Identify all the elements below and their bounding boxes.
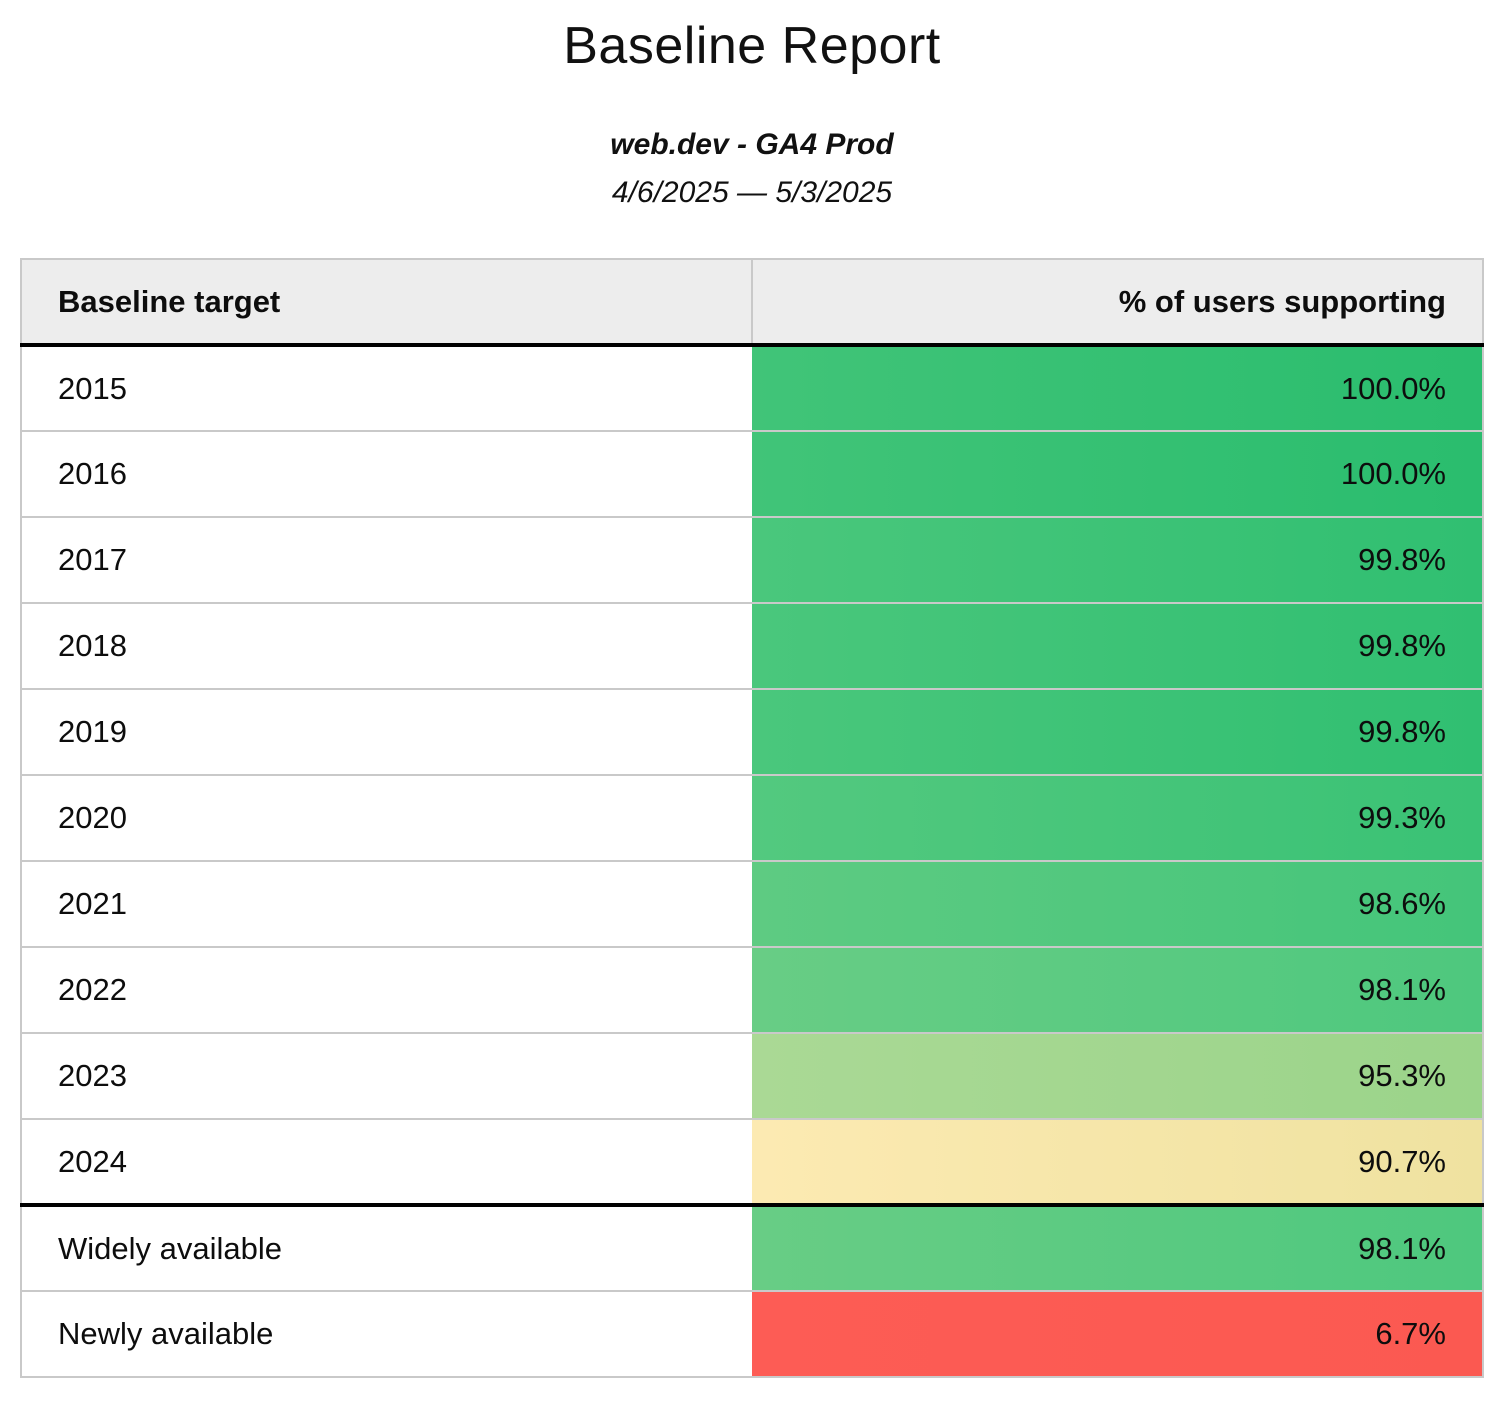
table-row: 2017 99.8% — [20, 517, 1484, 604]
baseline-target-cell: Newly available — [20, 1291, 752, 1378]
table-row: Widely available 98.1% — [20, 1205, 1484, 1292]
table-row: 2022 98.1% — [20, 947, 1484, 1034]
percent-supporting-cell: 6.7% — [752, 1291, 1484, 1378]
percent-supporting-cell: 90.7% — [752, 1119, 1484, 1207]
table-row: 2018 99.8% — [20, 603, 1484, 690]
percent-supporting-cell: 100.0% — [752, 431, 1484, 518]
table-row: 2023 95.3% — [20, 1033, 1484, 1120]
baseline-table-body: 2015 100.0% 2016 100.0% 2017 99.8% 2018 99.8% 20… — [20, 345, 1484, 1378]
percent-supporting-cell: 98.1% — [752, 1205, 1484, 1292]
table-row: 2015 100.0% — [20, 345, 1484, 432]
baseline-target-cell: 2022 — [20, 947, 752, 1034]
baseline-target-cell: 2021 — [20, 861, 752, 948]
table-row: 2021 98.6% — [20, 861, 1484, 948]
baseline-target-cell: 2024 — [20, 1119, 752, 1207]
percent-supporting-cell: 98.6% — [752, 861, 1484, 948]
baseline-target-cell: Widely available — [20, 1205, 752, 1292]
report-date-range: 4/6/2025 — 5/3/2025 — [611, 176, 893, 209]
baseline-target-cell: 2020 — [20, 775, 752, 862]
percent-supporting-cell: 99.8% — [752, 689, 1484, 776]
table-row: 2019 99.8% — [20, 689, 1484, 776]
baseline-target-cell: 2015 — [20, 345, 752, 432]
page-title: Baseline Report — [563, 17, 941, 75]
column-header-baseline-target: Baseline target — [20, 258, 753, 347]
percent-supporting-cell: 99.3% — [752, 775, 1484, 862]
percent-supporting-cell: 99.8% — [752, 517, 1484, 604]
header-row: Baseline target % of users supporting — [20, 258, 1484, 347]
baseline-target-cell: 2017 — [20, 517, 752, 604]
table-row: 2020 99.3% — [20, 775, 1484, 862]
baseline-table: Baseline target % of users supporting 20… — [20, 258, 1484, 1378]
column-header-percent-supporting: % of users supporting — [752, 258, 1484, 347]
baseline-target-cell: 2018 — [20, 603, 752, 690]
percent-supporting-cell: 95.3% — [752, 1033, 1484, 1120]
table-row: 2016 100.0% — [20, 431, 1484, 518]
table-row: Newly available 6.7% — [20, 1291, 1484, 1378]
percent-supporting-cell: 100.0% — [752, 345, 1484, 432]
report-subtitle: web.dev - GA4 Prod — [610, 128, 894, 161]
baseline-target-cell: 2019 — [20, 689, 752, 776]
table-row: 2024 90.7% — [20, 1119, 1484, 1207]
percent-supporting-cell: 98.1% — [752, 947, 1484, 1034]
baseline-target-cell: 2016 — [20, 431, 752, 518]
baseline-table-header: Baseline target % of users supporting — [20, 258, 1484, 347]
baseline-target-cell: 2023 — [20, 1033, 752, 1120]
percent-supporting-cell: 99.8% — [752, 603, 1484, 690]
